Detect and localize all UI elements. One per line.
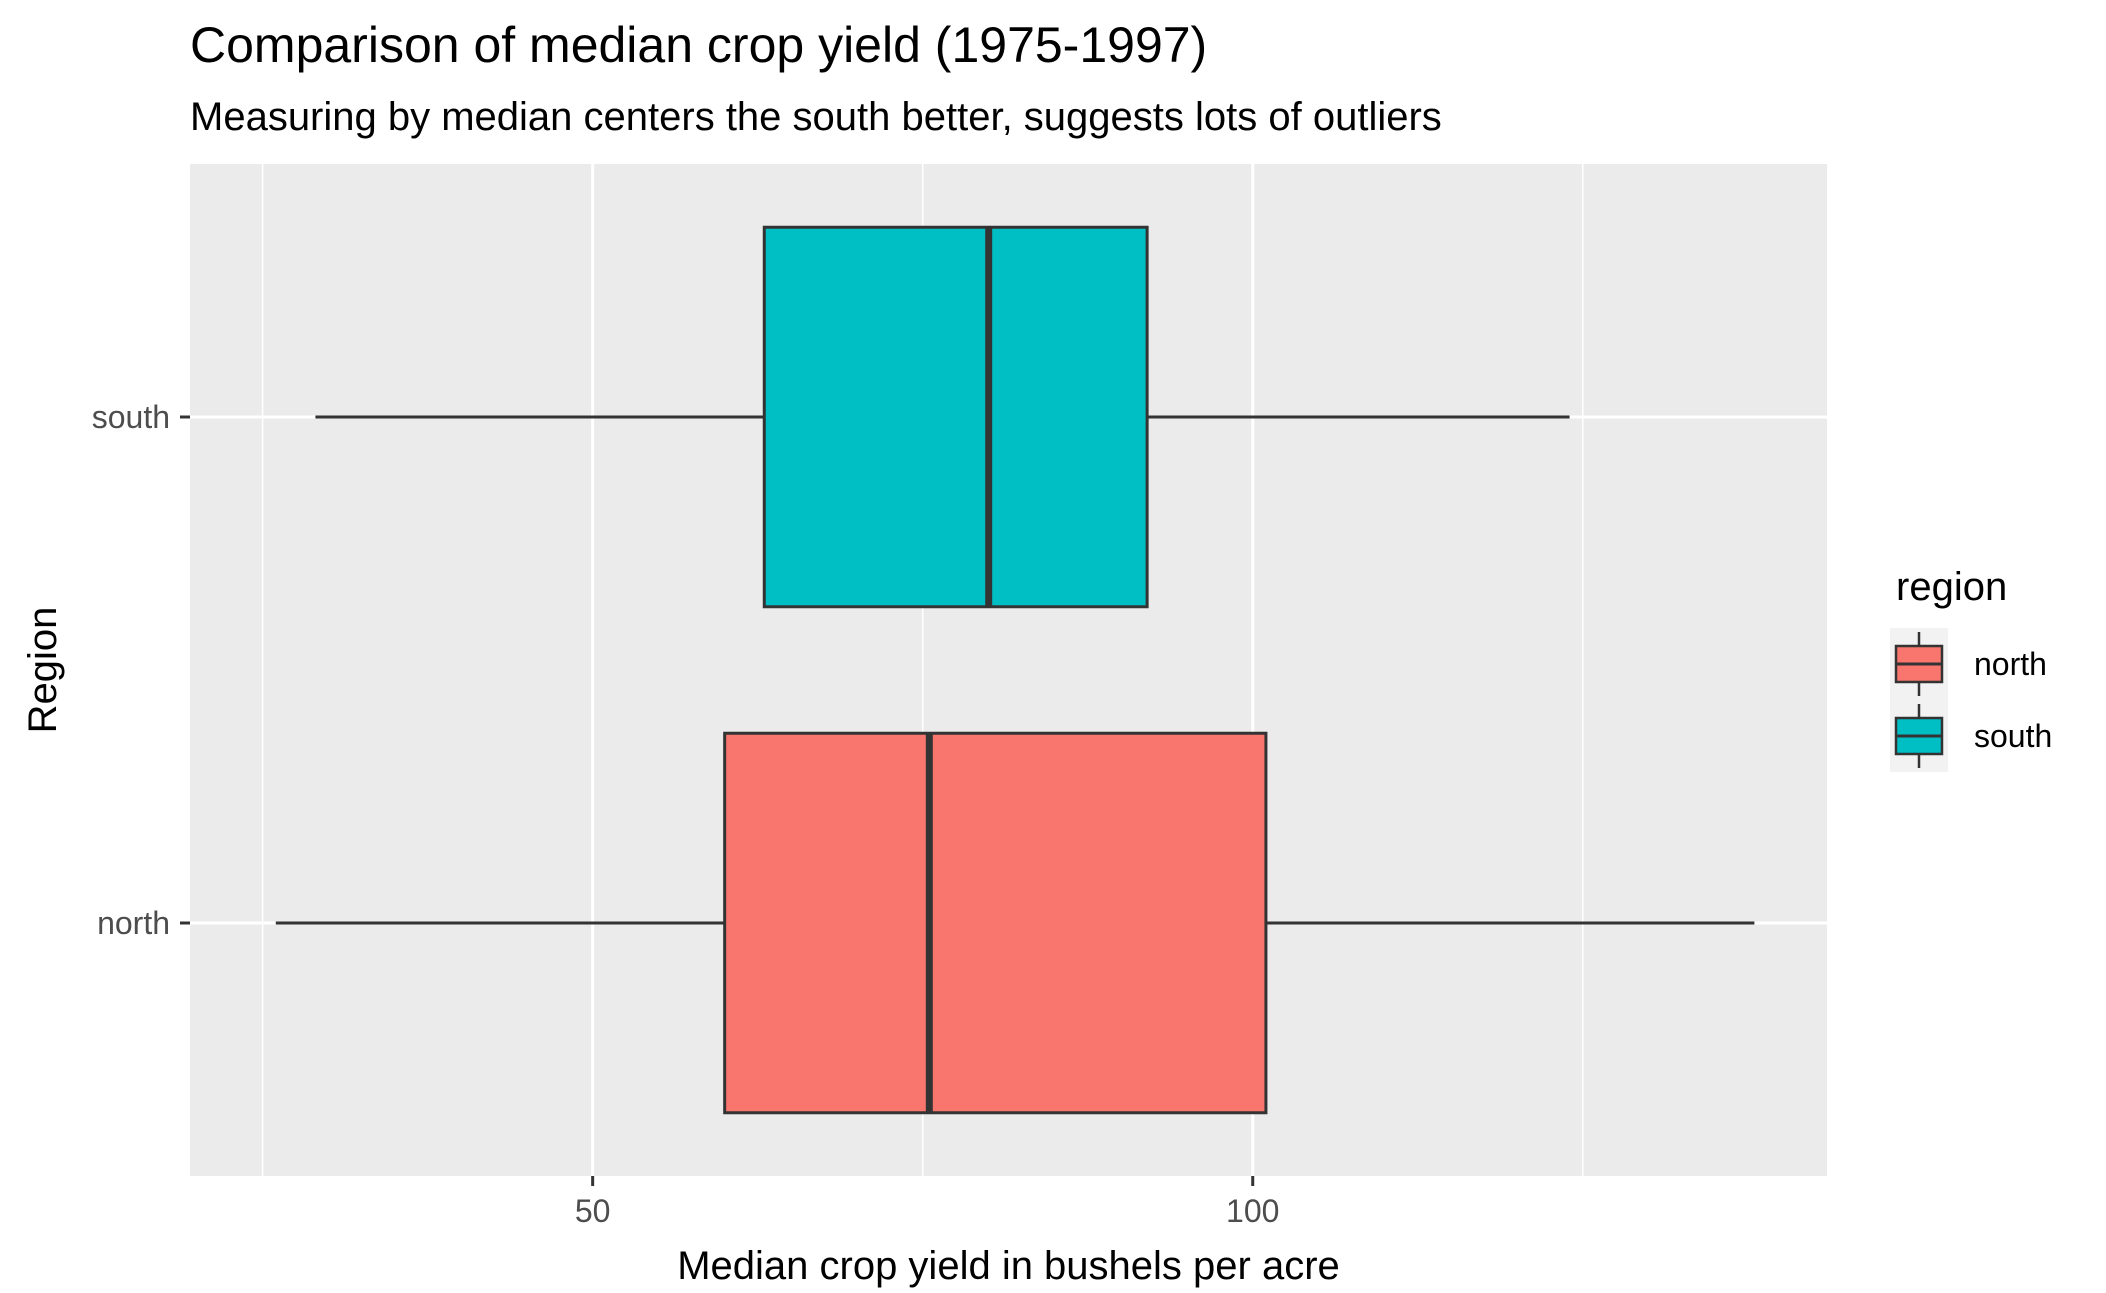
boxplot-north — [275, 731, 1755, 1115]
x-axis-title: Median crop yield in bushels per acre — [677, 1244, 1340, 1288]
box — [762, 225, 1149, 609]
legend: region north south — [1890, 565, 2052, 772]
legend-label-north: north — [1974, 646, 2047, 682]
x-tick-label: 50 — [575, 1193, 611, 1229]
x-axis-ticks: 50 100 — [575, 1176, 1279, 1229]
chart-subtitle: Measuring by median centers the south be… — [190, 95, 1442, 139]
boxplots — [275, 225, 1755, 1115]
legend-label-south: south — [1974, 718, 2052, 754]
y-tick-label: north — [97, 905, 170, 941]
chart-title: Comparison of median crop yield (1975-19… — [190, 17, 1207, 73]
boxplot-south — [315, 225, 1570, 609]
box — [723, 731, 1268, 1115]
x-tick-label: 100 — [1226, 1193, 1279, 1229]
y-axis-title: Region — [21, 607, 65, 734]
legend-title: region — [1896, 565, 2007, 609]
y-axis-ticks: north south — [92, 399, 190, 941]
y-tick-label: south — [92, 399, 170, 435]
